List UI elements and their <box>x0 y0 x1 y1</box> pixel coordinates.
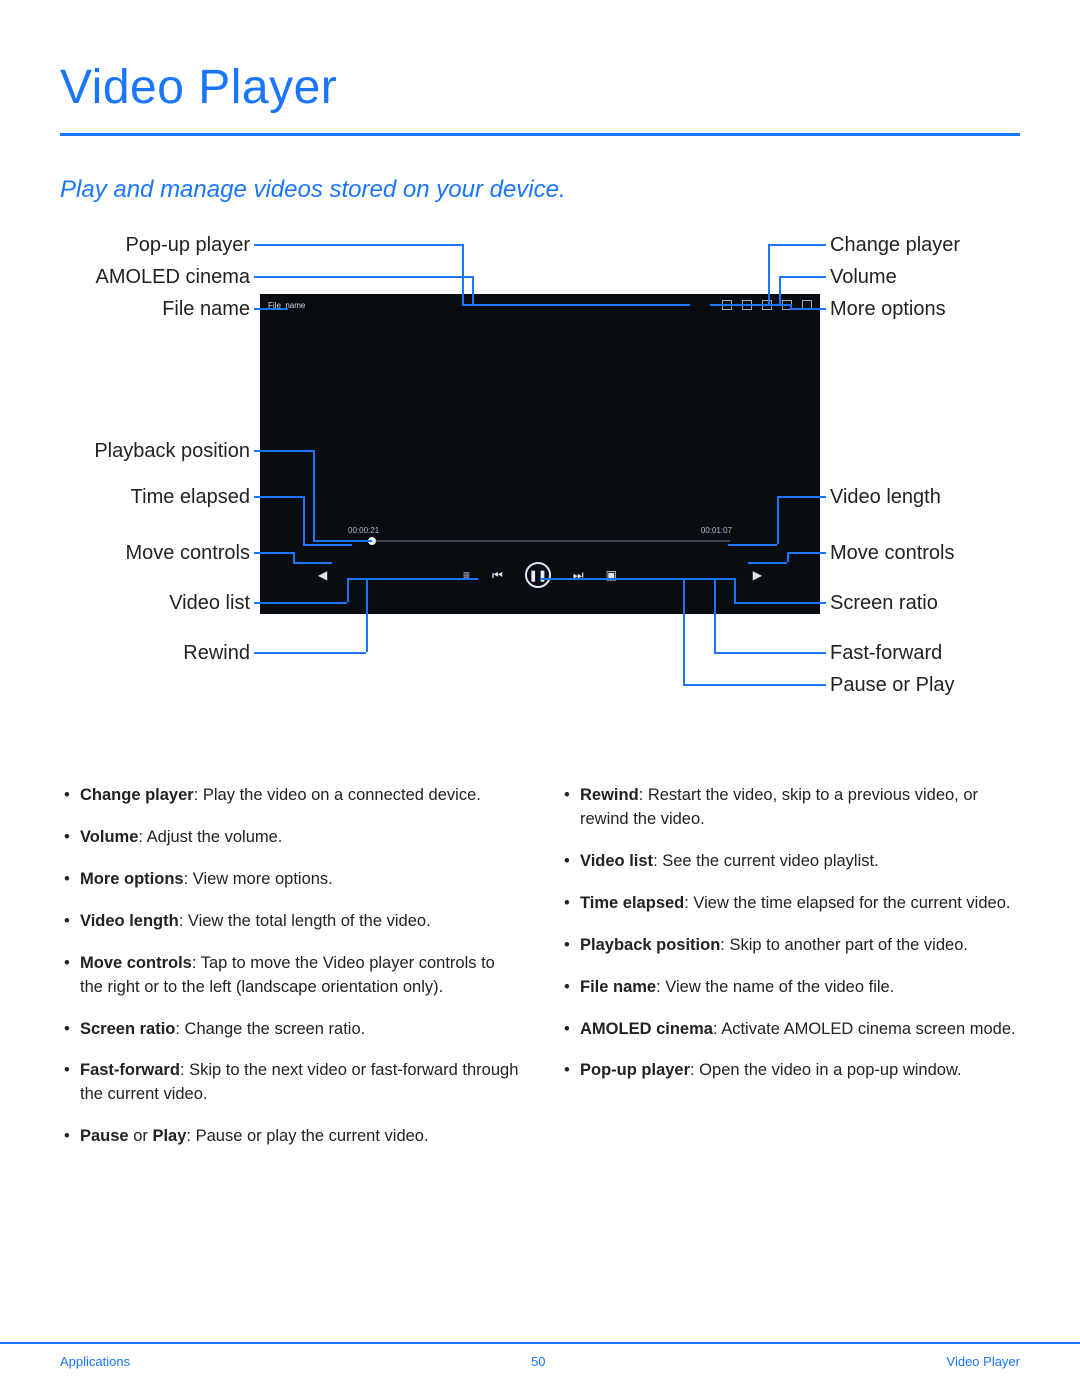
callout-line <box>313 540 372 542</box>
callout-label: Fast-forward <box>830 642 942 665</box>
video-list-icon[interactable]: ≡ <box>463 568 470 582</box>
bullet-item: Volume: Adjust the volume. <box>60 826 520 850</box>
callout-line <box>254 450 313 452</box>
callout-line <box>254 496 303 498</box>
bullet-item: Video length: View the total length of t… <box>60 910 520 934</box>
callout-line <box>472 304 690 306</box>
bullet-item: Move controls: Tap to move the Video pla… <box>60 952 520 1000</box>
bullet-item: File name: View the name of the video fi… <box>560 976 1020 1000</box>
callout-label: File name <box>162 298 250 321</box>
callout-line <box>254 308 271 310</box>
callout-label: Time elapsed <box>131 486 250 509</box>
callout-label: Change player <box>830 234 960 257</box>
callout-line <box>714 652 826 654</box>
callout-line <box>768 244 826 246</box>
callout-line <box>254 244 462 246</box>
callout-line <box>254 652 366 654</box>
callout-label: Video length <box>830 486 941 509</box>
bullet-item: Screen ratio: Change the screen ratio. <box>60 1018 520 1042</box>
callout-diagram: File_name00:00:2100:01:07◀≡⏮❚❚⏭▣▶Pop-up … <box>60 224 1020 744</box>
bullet-list-left: Change player: Play the video on a conne… <box>60 784 520 1149</box>
page-title: Video Player <box>60 60 1020 115</box>
callout-line <box>254 276 472 278</box>
screen-ratio-icon[interactable]: ▣ <box>606 568 617 582</box>
callout-line <box>366 578 478 580</box>
callout-label: More options <box>830 298 946 321</box>
callout-label: Volume <box>830 266 897 289</box>
callout-line <box>779 276 781 304</box>
bullet-list-right: Rewind: Restart the video, skip to a pre… <box>560 784 1020 1083</box>
controls-bar: ◀ ≡ ⏮ ❚❚ ⏭ ▣ ▶ <box>260 562 820 588</box>
callout-label: Move controls <box>830 542 955 565</box>
callout-line <box>472 276 474 304</box>
fast-forward-icon[interactable]: ⏭ <box>573 568 584 583</box>
player-screenshot: File_name00:00:2100:01:07◀≡⏮❚❚⏭▣▶ <box>260 294 820 614</box>
callout-line <box>293 562 332 564</box>
callout-line <box>787 552 789 562</box>
page-footer: Applications 50 Video Player <box>0 1342 1080 1369</box>
bullet-item: Rewind: Restart the video, skip to a pre… <box>560 784 1020 832</box>
callout-line <box>777 496 826 498</box>
seek-bar[interactable]: 00:00:2100:01:07 <box>350 540 730 542</box>
title-rule <box>60 133 1020 136</box>
pause-play-button[interactable]: ❚❚ <box>525 562 551 588</box>
callout-label: Rewind <box>183 642 250 665</box>
move-left-icon[interactable]: ◀ <box>318 568 327 582</box>
callout-line <box>748 562 787 564</box>
callout-line <box>271 308 288 310</box>
callout-line <box>728 544 777 546</box>
move-right-icon[interactable]: ▶ <box>753 568 762 582</box>
bullet-item: Time elapsed: View the time elapsed for … <box>560 892 1020 916</box>
callout-line <box>313 450 315 540</box>
page-subtitle: Play and manage videos stored on your de… <box>60 176 1020 204</box>
bullet-item: More options: View more options. <box>60 868 520 892</box>
callout-label: Move controls <box>126 542 251 565</box>
footer-right: Video Player <box>947 1354 1020 1369</box>
footer-left: Applications <box>60 1354 130 1369</box>
bullet-item: AMOLED cinema: Activate AMOLED cinema sc… <box>560 1018 1020 1042</box>
callout-line <box>366 578 368 652</box>
callout-line <box>462 244 464 304</box>
callout-line <box>787 552 826 554</box>
callout-line <box>714 578 716 652</box>
callout-line <box>790 304 792 308</box>
bullet-item: Video list: See the current video playli… <box>560 850 1020 874</box>
callout-line <box>303 496 305 544</box>
callout-line <box>734 602 826 604</box>
bullet-item: Change player: Play the video on a conne… <box>60 784 520 808</box>
callout-line <box>790 308 826 310</box>
callout-label: AMOLED cinema <box>96 266 251 289</box>
callout-label: Playback position <box>94 440 250 463</box>
description-columns: Change player: Play the video on a conne… <box>60 784 1020 1167</box>
callout-line <box>779 276 826 278</box>
rewind-icon[interactable]: ⏮ <box>492 568 503 583</box>
callout-label: Video list <box>169 592 250 615</box>
callout-line <box>540 578 683 580</box>
callout-line <box>254 552 293 554</box>
bullet-item: Playback position: Skip to another part … <box>560 934 1020 958</box>
callout-line <box>303 544 352 546</box>
callout-label: Pop-up player <box>125 234 250 257</box>
callout-line <box>683 684 826 686</box>
footer-page-number: 50 <box>531 1354 545 1369</box>
callout-line <box>777 496 779 544</box>
callout-line <box>347 578 349 602</box>
bullet-item: Fast-forward: Skip to the next video or … <box>60 1059 520 1107</box>
callout-line <box>754 304 790 306</box>
callout-line <box>254 602 347 604</box>
callout-line <box>293 552 295 562</box>
callout-line <box>683 578 685 684</box>
callout-line <box>768 244 770 304</box>
callout-line <box>734 578 736 602</box>
bullet-item: Pause or Play: Pause or play the current… <box>60 1125 520 1149</box>
bullet-item: Pop-up player: Open the video in a pop-u… <box>560 1059 1020 1083</box>
callout-label: Pause or Play <box>830 674 955 697</box>
callout-label: Screen ratio <box>830 592 938 615</box>
